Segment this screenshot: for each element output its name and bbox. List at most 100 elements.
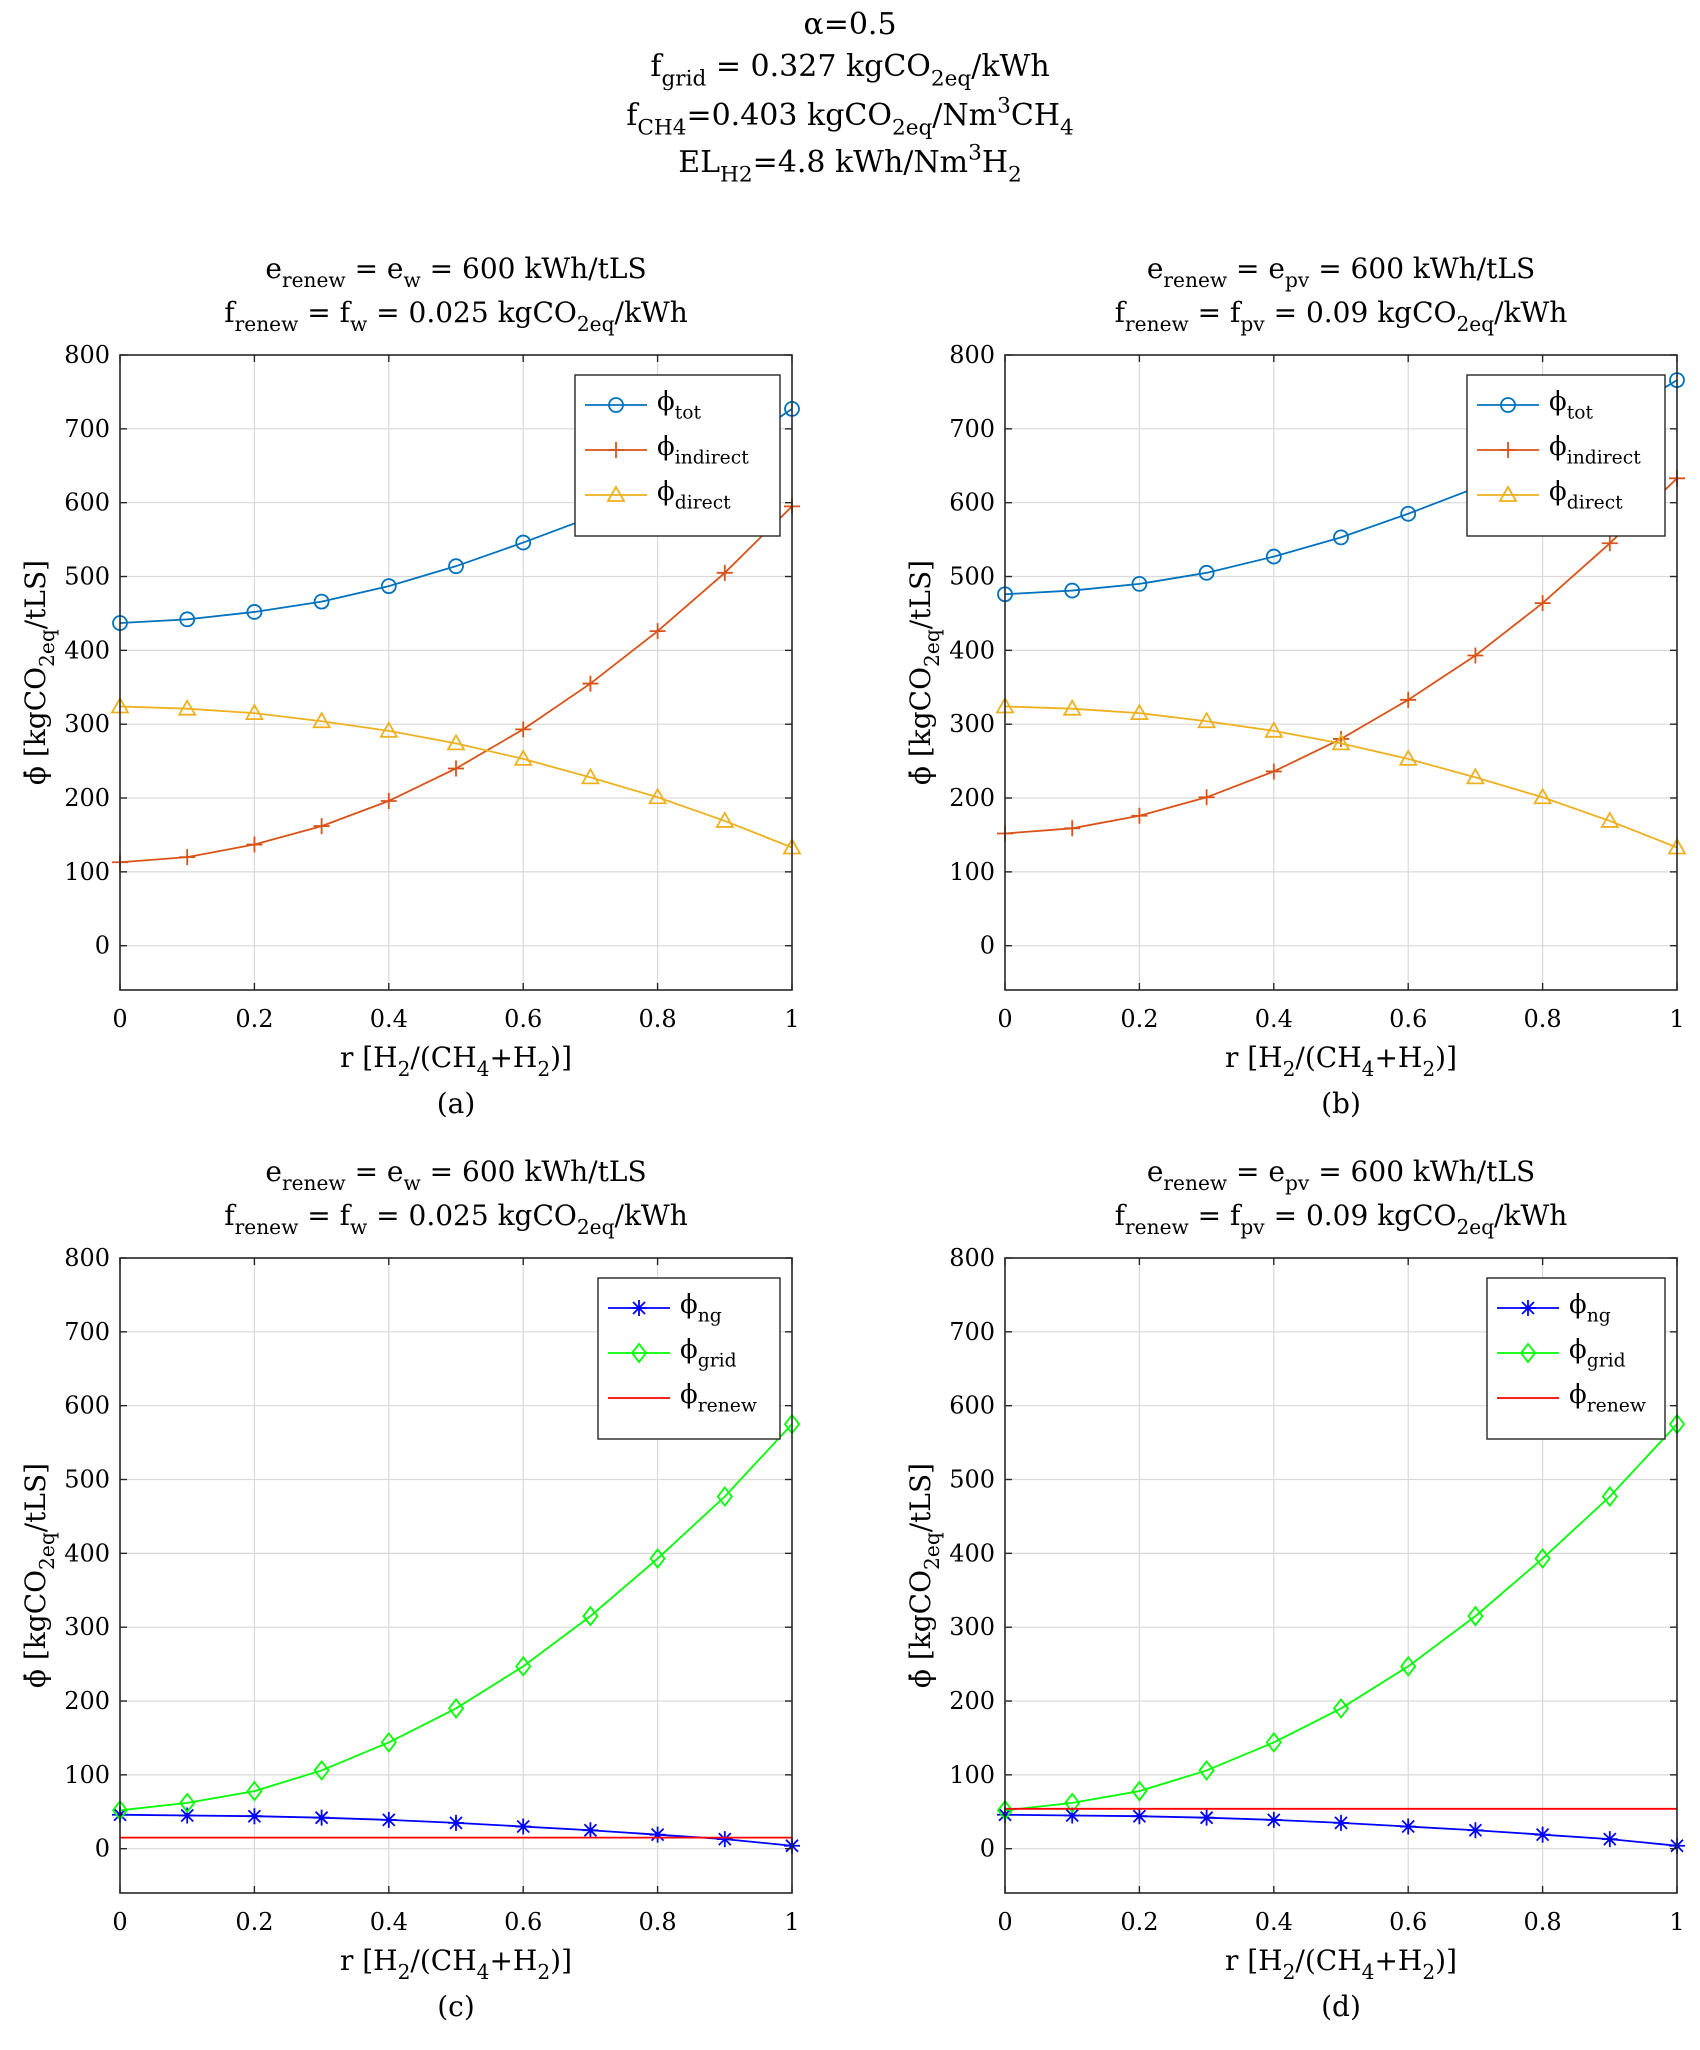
data-point: [1064, 820, 1081, 837]
data-point: [515, 1655, 532, 1677]
data-point: [649, 623, 666, 640]
data-point: [313, 818, 330, 835]
data-point: [1064, 1807, 1081, 1824]
x-axis-label: r [H2/(CH4+H2)]: [1225, 1944, 1457, 1984]
legend-label-ng: ϕng: [680, 1290, 722, 1326]
legend-label-tot: ϕtot: [657, 387, 702, 423]
chart-title-line: frenew = fpv = 0.09 kgCO2eq/kWh: [1115, 1199, 1568, 1239]
x-axis-label: r [H2/(CH4+H2)]: [340, 1041, 572, 1081]
data-point: [1400, 1818, 1417, 1835]
data-point: [630, 1342, 648, 1364]
data-point: [648, 787, 668, 805]
y-tick-label: 300: [949, 1613, 995, 1641]
x-axis-label: r [H2/(CH4+H2)]: [1225, 1041, 1457, 1081]
data-point: [177, 698, 197, 716]
data-point: [649, 1826, 666, 1843]
y-tick-label: 200: [949, 784, 995, 812]
y-tick-label: 0: [95, 1835, 110, 1863]
y-tick-label: 500: [949, 563, 995, 591]
chart-panel-c: 0 0.2 0.4 0.6 0.8 1 0 100 200 300 400 500 600 700 800 e…: [19, 1155, 801, 2023]
data-point: [582, 1822, 599, 1839]
data-point: [1265, 1811, 1282, 1828]
data-point: [608, 442, 624, 458]
y-tick-label: 600: [64, 489, 110, 517]
y-axis-label: ϕ̇ [kgCO2eq/tLS]: [19, 1463, 59, 1688]
data-point: [1198, 1759, 1215, 1781]
x-tick-label: 0.2: [235, 1005, 273, 1033]
y-tick-label: 400: [949, 636, 995, 664]
data-point: [1131, 807, 1148, 824]
legend-box: [1486, 1277, 1666, 1440]
x-tick-label: 0.8: [1524, 1908, 1562, 1936]
chart-title-line: erenew = ew = 600 kWh/tLS: [265, 252, 646, 292]
panel-label: (d): [1321, 1990, 1361, 2023]
data-point: [380, 1731, 397, 1753]
x-tick-label: 0.4: [1255, 1005, 1293, 1033]
data-point: [1265, 763, 1282, 780]
legend-label-indirect: ϕindirect: [657, 432, 749, 468]
x-tick-label: 0.4: [370, 1908, 408, 1936]
y-tick-label: 400: [64, 636, 110, 664]
legend: ϕng ϕgrid ϕrenew: [1486, 1277, 1666, 1440]
y-tick-label: 600: [949, 489, 995, 517]
y-tick-label: 100: [64, 858, 110, 886]
data-point: [1198, 789, 1215, 806]
legend: ϕtot ϕindirect ϕdirect: [1466, 374, 1666, 537]
data-point: [606, 485, 626, 502]
y-tick-label: 100: [949, 1761, 995, 1789]
data-point: [1467, 1605, 1484, 1627]
x-tick-label: 1: [784, 1005, 799, 1033]
data-point: [582, 1605, 599, 1627]
x-tick-label: 0.2: [235, 1908, 273, 1936]
y-tick-label: 800: [64, 1244, 110, 1272]
x-tick-label: 1: [1669, 1908, 1684, 1936]
y-axis-label: ϕ̇ [kgCO2eq/tLS]: [904, 1463, 944, 1688]
global-param-line: ELH2=4.8 kWh/Nm3H2: [678, 140, 1022, 187]
legend: ϕtot ϕindirect ϕdirect: [574, 374, 781, 537]
data-point: [1131, 575, 1148, 592]
y-tick-label: 300: [949, 710, 995, 738]
chart-title-line: frenew = fw = 0.025 kgCO2eq/kWh: [224, 296, 687, 336]
data-point: [380, 578, 397, 595]
data-point: [380, 1811, 397, 1828]
data-point: [580, 767, 600, 785]
data-point: [515, 534, 532, 551]
y-tick-label: 500: [64, 1466, 110, 1494]
data-point: [1465, 767, 1485, 785]
x-tick-label: 0: [112, 1005, 127, 1033]
y-tick-label: 100: [64, 1761, 110, 1789]
legend-label-renew: ϕrenew: [1569, 1380, 1646, 1416]
y-tick-label: 100: [949, 858, 995, 886]
y-tick-label: 500: [949, 1466, 995, 1494]
data-point: [1500, 397, 1516, 413]
global-param-line: fCH4=0.403 kgCO2eq/Nm3CH4: [626, 93, 1073, 140]
y-tick-label: 800: [64, 341, 110, 369]
data-point: [716, 1486, 733, 1507]
y-tick-label: 600: [949, 1392, 995, 1420]
chart-panel-a: 0 0.2 0.4 0.6 0.8 1 0 100 200 300 400 500 600 700 800 e…: [19, 252, 802, 1120]
x-tick-label: 1: [784, 1908, 799, 1936]
y-tick-label: 700: [64, 1318, 110, 1346]
legend-label-indirect: ϕindirect: [1549, 432, 1641, 468]
y-tick-label: 0: [980, 932, 995, 960]
x-tick-label: 0.4: [370, 1005, 408, 1033]
data-point: [1198, 1809, 1215, 1826]
legend-label-ng: ϕng: [1569, 1290, 1611, 1326]
y-tick-label: 700: [949, 1318, 995, 1346]
data-point: [1533, 787, 1553, 805]
axes-frame: [119, 1257, 793, 1894]
x-tick-label: 0.2: [1120, 1005, 1158, 1033]
chart-title-line: erenew = epv = 600 kWh/tLS: [1147, 252, 1535, 292]
data-point: [649, 1548, 666, 1569]
global-param-line: fgrid = 0.327 kgCO2eq/kWh: [650, 49, 1049, 92]
panel-label: (c): [437, 1990, 475, 2023]
x-tick-label: 0.8: [639, 1005, 677, 1033]
y-tick-label: 400: [949, 1539, 995, 1567]
chart-title-line: erenew = epv = 600 kWh/tLS: [1147, 1155, 1535, 1195]
data-point: [246, 604, 263, 620]
data-point: [448, 558, 464, 575]
data-point: [1467, 1822, 1484, 1839]
axes-frame: [119, 354, 793, 991]
data-point: [1197, 711, 1217, 729]
